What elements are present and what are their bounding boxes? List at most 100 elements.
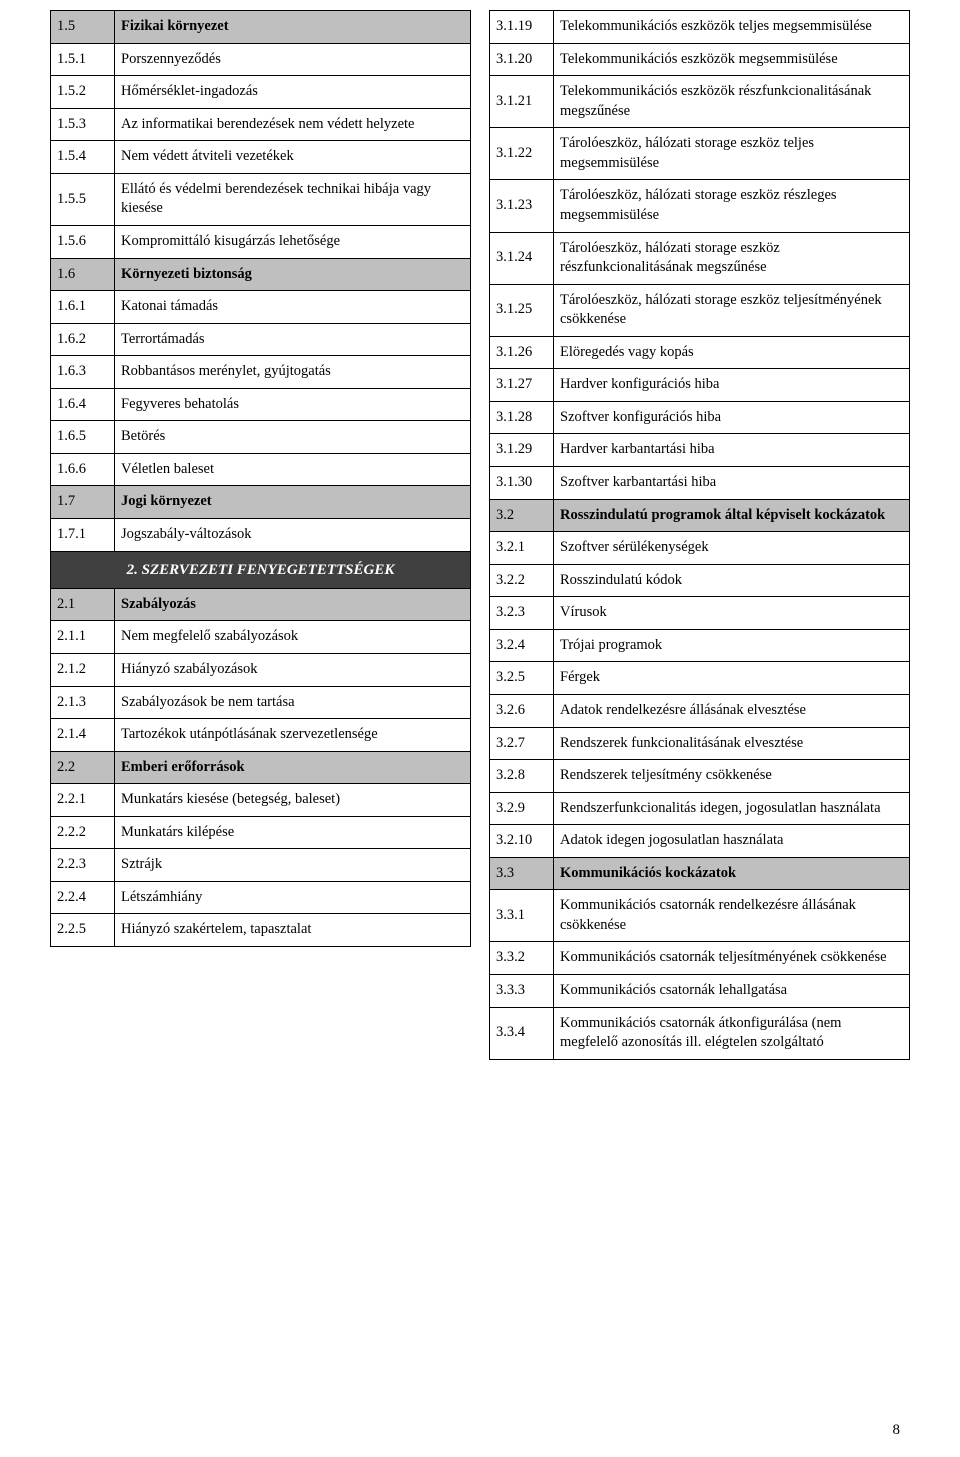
- row-label: Tárolóeszköz, hálózati storage eszköz te…: [554, 284, 910, 336]
- row-label: Robbantásos merénylet, gyújtogatás: [115, 356, 471, 389]
- row-label: Porszennyeződés: [115, 43, 471, 76]
- row-label: Ellátó és védelmi berendezések technikai…: [115, 173, 471, 225]
- row-code: 3.1.27: [490, 369, 554, 402]
- row-label: Betörés: [115, 421, 471, 454]
- row-label: Véletlen baleset: [115, 453, 471, 486]
- row-label: Kommunikációs csatornák átkonfigurálása …: [554, 1007, 910, 1059]
- table-row: 3.3Kommunikációs kockázatok: [490, 857, 910, 890]
- row-label: Kommunikációs csatornák teljesítményének…: [554, 942, 910, 975]
- row-code: 2.1.1: [51, 621, 115, 654]
- table-row: 2.2.3Sztrájk: [51, 849, 471, 882]
- row-code: 2.2.4: [51, 881, 115, 914]
- row-code: 3.2.10: [490, 825, 554, 858]
- row-label: Kompromittáló kisugárzás lehetősége: [115, 225, 471, 258]
- row-code: 3.1.22: [490, 128, 554, 180]
- table-row: 3.1.27Hardver konfigurációs hiba: [490, 369, 910, 402]
- row-code: 3.1.21: [490, 76, 554, 128]
- row-code: 3.2.3: [490, 597, 554, 630]
- table-row: 3.2.7Rendszerek funkcionalitásának elves…: [490, 727, 910, 760]
- row-label: Rendszerfunkcionalitás idegen, jogosulat…: [554, 792, 910, 825]
- table-row: 3.2.9Rendszerfunkcionalitás idegen, jogo…: [490, 792, 910, 825]
- right-column: 3.1.19Telekommunikációs eszközök teljes …: [489, 10, 910, 1060]
- table-row: 2.1.2Hiányzó szabályozások: [51, 653, 471, 686]
- table-row: 2.2Emberi erőforrások: [51, 751, 471, 784]
- row-code: 1.6: [51, 258, 115, 291]
- row-code: 3.3.2: [490, 942, 554, 975]
- table-row: 3.3.2Kommunikációs csatornák teljesítmén…: [490, 942, 910, 975]
- table-row: 3.1.30Szoftver karbantartási hiba: [490, 467, 910, 500]
- row-label: Fizikai környezet: [115, 11, 471, 44]
- row-label: Tartozékok utánpótlásának szervezetlensé…: [115, 719, 471, 752]
- row-code: 2.1.2: [51, 653, 115, 686]
- table-row: 3.1.25Tárolóeszköz, hálózati storage esz…: [490, 284, 910, 336]
- row-code: 3.3: [490, 857, 554, 890]
- table-row: 3.2.6Adatok rendelkezésre állásának elve…: [490, 694, 910, 727]
- table-row: 1.6.4Fegyveres behatolás: [51, 388, 471, 421]
- table-row: 3.2.1Szoftver sérülékenységek: [490, 532, 910, 565]
- row-code: 3.3.3: [490, 975, 554, 1008]
- table-row: 1.6.5Betörés: [51, 421, 471, 454]
- right-table: 3.1.19Telekommunikációs eszközök teljes …: [489, 10, 910, 1060]
- table-row: 1.5.3Az informatikai berendezések nem vé…: [51, 108, 471, 141]
- row-label: Vírusok: [554, 597, 910, 630]
- table-row: 1.7Jogi környezet: [51, 486, 471, 519]
- row-code: 3.2.2: [490, 564, 554, 597]
- row-code: 2.2: [51, 751, 115, 784]
- table-row: 3.2Rosszindulatú programok által képvise…: [490, 499, 910, 532]
- row-label: Trójai programok: [554, 629, 910, 662]
- table-row: 1.5.5Ellátó és védelmi berendezések tech…: [51, 173, 471, 225]
- row-code: 1.5.1: [51, 43, 115, 76]
- row-label: Telekommunikációs eszközök teljes megsem…: [554, 11, 910, 44]
- row-code: 3.1.19: [490, 11, 554, 44]
- table-row: 1.6.6Véletlen baleset: [51, 453, 471, 486]
- row-label: Kommunikációs csatornák lehallgatása: [554, 975, 910, 1008]
- left-table: 1.5Fizikai környezet1.5.1Porszennyeződés…: [50, 10, 471, 947]
- row-label: Fegyveres behatolás: [115, 388, 471, 421]
- row-code: 2.1.3: [51, 686, 115, 719]
- row-code: 1.6.6: [51, 453, 115, 486]
- row-label: Szoftver konfigurációs hiba: [554, 401, 910, 434]
- row-label: Környezeti biztonság: [115, 258, 471, 291]
- row-label: Hőmérséklet-ingadozás: [115, 76, 471, 109]
- table-row: 1.5.6Kompromittáló kisugárzás lehetősége: [51, 225, 471, 258]
- row-code: 2.1.4: [51, 719, 115, 752]
- row-code: 1.6.2: [51, 323, 115, 356]
- row-label: Tárolóeszköz, hálózati storage eszköz ré…: [554, 232, 910, 284]
- table-row: 2.2.4Létszámhiány: [51, 881, 471, 914]
- row-code: 3.2: [490, 499, 554, 532]
- table-row: 3.1.19Telekommunikációs eszközök teljes …: [490, 11, 910, 44]
- row-code: 3.1.29: [490, 434, 554, 467]
- row-code: 3.3.1: [490, 890, 554, 942]
- row-label: Nem védett átviteli vezetékek: [115, 141, 471, 174]
- table-row: 3.1.28Szoftver konfigurációs hiba: [490, 401, 910, 434]
- row-label: Szoftver karbantartási hiba: [554, 467, 910, 500]
- row-label: Kommunikációs csatornák rendelkezésre ál…: [554, 890, 910, 942]
- row-code: 2.2.5: [51, 914, 115, 947]
- row-code: 3.1.30: [490, 467, 554, 500]
- table-row: 3.1.26Elöregedés vagy kopás: [490, 336, 910, 369]
- row-code: 3.3.4: [490, 1007, 554, 1059]
- row-code: 3.1.23: [490, 180, 554, 232]
- table-row: 2.2.2Munkatárs kilépése: [51, 816, 471, 849]
- table-row: 3.1.20Telekommunikációs eszközök megsemm…: [490, 43, 910, 76]
- row-label: Munkatárs kiesése (betegség, baleset): [115, 784, 471, 817]
- table-row: 1.6.1Katonai támadás: [51, 291, 471, 324]
- table-row: 2.2.5Hiányzó szakértelem, tapasztalat: [51, 914, 471, 947]
- row-code: 2.1: [51, 588, 115, 621]
- table-row: 3.2.10Adatok idegen jogosulatlan használ…: [490, 825, 910, 858]
- row-label: Hardver karbantartási hiba: [554, 434, 910, 467]
- row-code: 1.5.2: [51, 76, 115, 109]
- row-label: Hardver konfigurációs hiba: [554, 369, 910, 402]
- table-row: 3.2.5Férgek: [490, 662, 910, 695]
- row-code: 3.1.25: [490, 284, 554, 336]
- row-code: 3.1.24: [490, 232, 554, 284]
- table-row: 3.3.3Kommunikációs csatornák lehallgatás…: [490, 975, 910, 1008]
- row-label: Férgek: [554, 662, 910, 695]
- row-code: 1.5: [51, 11, 115, 44]
- row-label: Munkatárs kilépése: [115, 816, 471, 849]
- table-row: 1.5Fizikai környezet: [51, 11, 471, 44]
- row-label: Elöregedés vagy kopás: [554, 336, 910, 369]
- row-label: Adatok rendelkezésre állásának elvesztés…: [554, 694, 910, 727]
- row-label: Szabályozások be nem tartása: [115, 686, 471, 719]
- table-row: 2. SZERVEZETI FENYEGETETTSÉGEK: [51, 551, 471, 588]
